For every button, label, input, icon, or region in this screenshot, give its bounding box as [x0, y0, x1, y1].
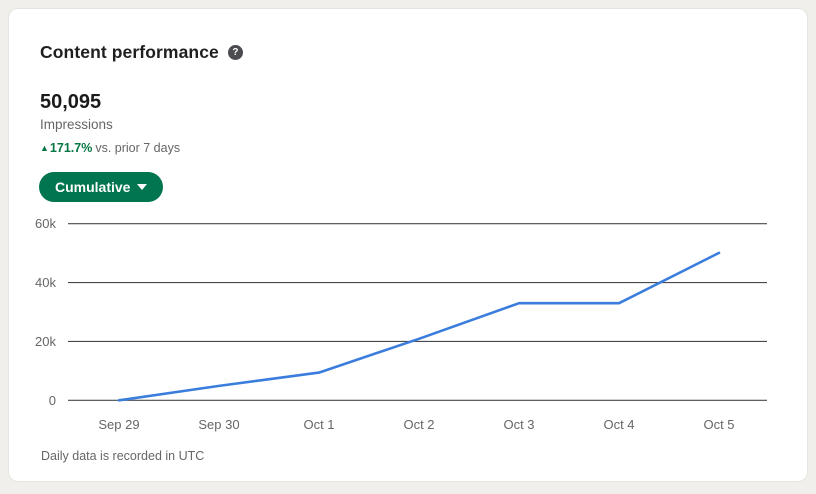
cumulative-dropdown-button[interactable]: Cumulative — [39, 172, 164, 202]
x-tick-label: Oct 2 — [403, 417, 434, 432]
x-tick-label: Oct 4 — [603, 417, 634, 432]
cumulative-dropdown-label: Cumulative — [55, 179, 131, 195]
x-tick-label: Oct 5 — [703, 417, 734, 432]
card-header: Content performance ? — [40, 42, 243, 63]
metric-label: Impressions — [40, 117, 113, 132]
y-tick-label: 60k — [35, 216, 56, 231]
x-tick-label: Sep 29 — [98, 417, 139, 432]
y-tick-label: 0 — [49, 393, 56, 408]
y-tick-label: 40k — [35, 275, 56, 290]
change-percent: 171.7% — [49, 141, 93, 155]
impressions-series-line[interactable] — [117, 251, 721, 402]
x-tick-label: Oct 3 — [503, 417, 534, 432]
help-icon[interactable]: ? — [227, 45, 243, 60]
chart-footnote: Daily data is recorded in UTC — [41, 449, 205, 463]
x-tick-label: Sep 30 — [198, 417, 239, 432]
x-tick-label: Oct 1 — [303, 417, 334, 432]
change-indicator: ▲ 171.7% vs. prior 7 days — [40, 141, 180, 155]
impressions-line-chart[interactable]: 0 20k 40k 60k Sep 29 Sep 30 Oct 1 Oct 2 Oct 3 Oct… — [9, 9, 809, 483]
arrow-up-icon: ▲ — [40, 143, 49, 153]
metric-value: 50,095 — [40, 91, 102, 113]
caret-down-icon — [137, 184, 148, 190]
y-tick-label: 20k — [35, 334, 56, 349]
page-title: Content performance — [40, 42, 219, 62]
change-comparison: vs. prior 7 days — [95, 141, 181, 155]
content-performance-card: Content performance ? 50,095 Impressions… — [8, 8, 808, 482]
change-positive: ▲ 171.7% — [40, 141, 92, 155]
